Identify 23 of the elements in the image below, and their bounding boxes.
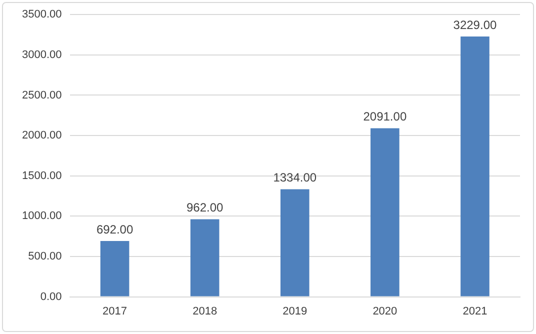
x-tick-label: 2020 (372, 305, 398, 318)
bar (370, 128, 400, 296)
x-tick-label: 2019 (282, 305, 308, 318)
x-tick-label: 2018 (192, 305, 218, 318)
y-tick-label: 3000.00 (22, 48, 62, 61)
data-label: 2091.00 (363, 110, 407, 124)
x-tick-label: 2021 (462, 305, 488, 318)
y-tick-label: 3500.00 (22, 8, 62, 21)
data-label: 692.00 (96, 222, 134, 236)
y-tick-label: 0.00 (40, 290, 62, 303)
y-tick-label: 1500.00 (22, 170, 62, 182)
y-tick-label: 500.00 (28, 250, 62, 263)
bar (190, 219, 220, 296)
bar (460, 36, 490, 296)
bar (100, 241, 130, 296)
data-label: 3229.00 (453, 18, 497, 32)
x-tick-label: 2017 (102, 305, 128, 318)
bar (280, 189, 310, 296)
y-tick-label: 2000.00 (22, 130, 62, 142)
data-label: 962.00 (186, 200, 224, 215)
y-tick-label: 1000.00 (22, 210, 62, 222)
data-label: 1334.00 (273, 170, 317, 185)
y-tick-label: 2500.00 (22, 89, 62, 102)
